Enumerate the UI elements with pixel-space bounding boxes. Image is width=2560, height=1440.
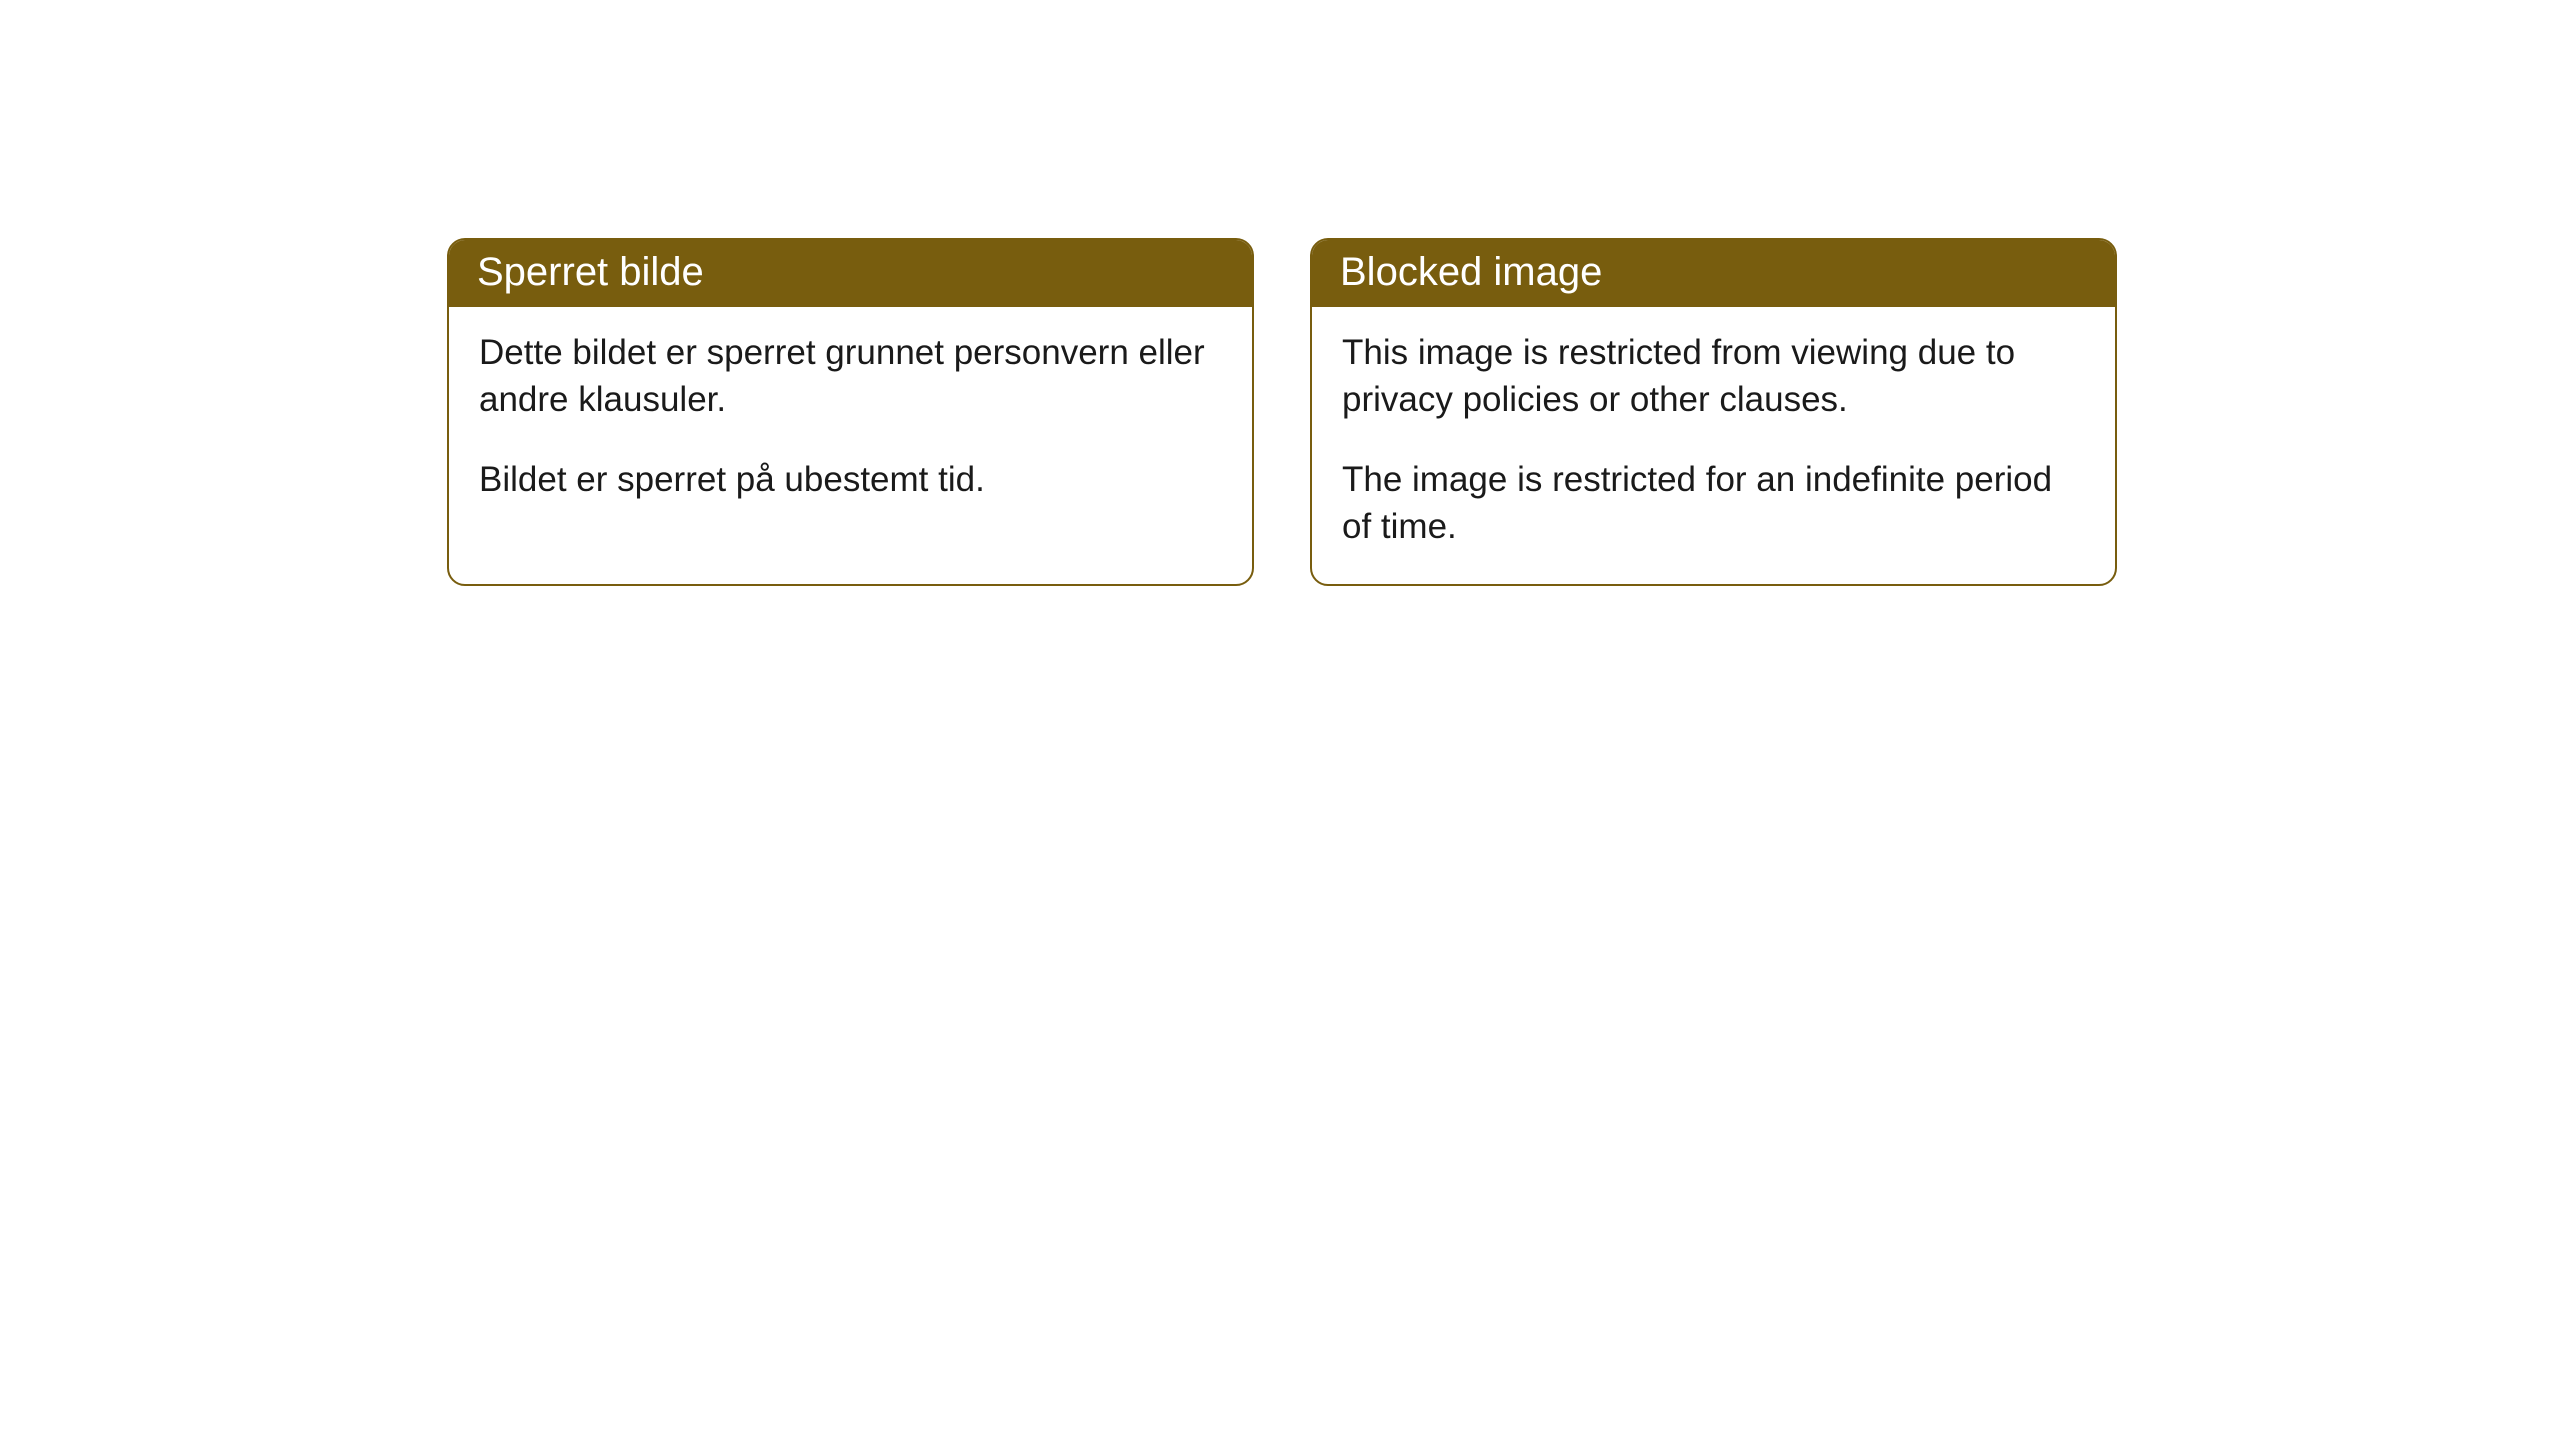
card-header: Sperret bilde [449, 240, 1252, 307]
card-paragraph: Dette bildet er sperret grunnet personve… [479, 329, 1222, 424]
card-paragraph: The image is restricted for an indefinit… [1342, 456, 2085, 551]
card-paragraph: Bildet er sperret på ubestemt tid. [479, 456, 1222, 503]
card-body: Dette bildet er sperret grunnet personve… [449, 307, 1252, 537]
notice-cards-container: Sperret bilde Dette bildet er sperret gr… [447, 238, 2560, 586]
card-paragraph: This image is restricted from viewing du… [1342, 329, 2085, 424]
card-body: This image is restricted from viewing du… [1312, 307, 2115, 584]
notice-card-english: Blocked image This image is restricted f… [1310, 238, 2117, 586]
notice-card-norwegian: Sperret bilde Dette bildet er sperret gr… [447, 238, 1254, 586]
card-header: Blocked image [1312, 240, 2115, 307]
